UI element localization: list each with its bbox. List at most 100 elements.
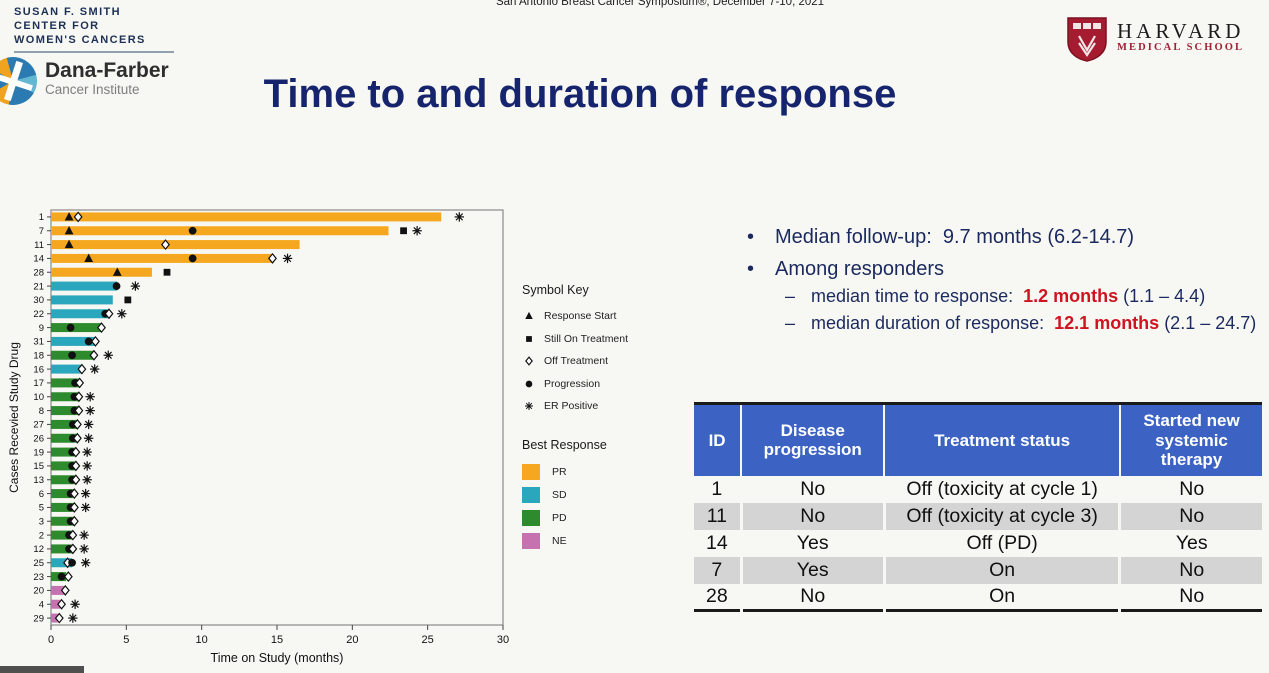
dana-farber-logo: Dana-Farber Cancer Institute <box>45 59 169 97</box>
x-tick-label: 15 <box>271 634 283 646</box>
er-positive-marker <box>89 364 100 374</box>
table-cell: On <box>882 556 1120 584</box>
still-on-treatment-marker <box>400 227 407 235</box>
er-icon <box>525 402 533 411</box>
er-positive-marker <box>68 613 78 623</box>
y-tick-label: 25 <box>33 558 44 569</box>
swimmer-bar-case-26 <box>51 433 77 443</box>
swimmer-bar-case-12 <box>51 544 73 554</box>
swimmer-bar-case-14 <box>51 253 274 263</box>
off-treatment-marker <box>268 252 277 264</box>
table-header-cell: Treatment status <box>883 403 1120 476</box>
off-treatment-marker <box>89 349 99 361</box>
still-on-treatment-marker <box>124 296 132 304</box>
y-tick-label: 29 <box>33 613 44 624</box>
off-treatment-marker <box>525 356 533 367</box>
swimmer-bar-case-22 <box>51 309 109 319</box>
table-cell: No <box>739 502 885 530</box>
off-treatment-marker <box>161 239 170 251</box>
y-tick-label: 14 <box>33 254 44 265</box>
table-header-cell: Disease progression <box>740 403 885 476</box>
er-positive-marker <box>85 392 95 402</box>
symbol-key-label: Off Treatment <box>544 355 608 368</box>
swimmer-bar-case-30 <box>51 295 113 305</box>
y-axis-label: Cases Recevied Study Drug <box>7 342 21 493</box>
off-treatment-marker <box>73 211 83 223</box>
swimmer-bar-case-27 <box>51 419 77 429</box>
table-cell: No <box>1118 556 1262 584</box>
table-cell: Off (PD) <box>882 529 1120 557</box>
off-treatment-marker <box>96 322 106 334</box>
swimmer-bar-case-31 <box>51 336 95 346</box>
response-start-marker <box>112 267 122 276</box>
swimmer-bar-case-16 <box>51 364 83 374</box>
swimmer-bar-case-25 <box>51 558 73 568</box>
summary-bullets: • Median follow-up: 9.7 months (6.2-14.7… <box>747 224 1269 337</box>
symposium-credit-line: San Antonio Breast Cancer Symposium®, De… <box>495 0 825 8</box>
slide-edge-artifact <box>0 666 84 673</box>
off-treatment-marker <box>75 377 85 389</box>
table-header-cell: Started new systemic therapy <box>1118 403 1262 476</box>
off-treatment-marker <box>57 598 67 610</box>
y-tick-label: 10 <box>33 392 44 403</box>
er-positive-marker <box>117 309 127 319</box>
er-positive-marker <box>85 405 95 416</box>
table-cell: Yes <box>739 556 885 584</box>
triangle-icon <box>525 312 533 320</box>
swimmer-bar-case-7 <box>51 226 389 236</box>
x-tick-label: 30 <box>497 634 509 646</box>
table-cell: Off (toxicity at cycle 1) <box>882 475 1120 503</box>
table-cell: Yes <box>1118 529 1262 557</box>
table-cell: No <box>1118 475 1262 503</box>
susan-smith-center-logo: SUSAN F. SMITH CENTER FOR WOMEN'S CANCER… <box>14 5 146 47</box>
best-response-label: NE <box>552 534 567 547</box>
er-positive-marker <box>103 350 113 360</box>
table-row-id-7: 7 Yes On No <box>694 556 1262 584</box>
y-tick-label: 7 <box>39 226 44 237</box>
off-treatment-marker <box>69 501 79 513</box>
swimmer-bar-case-19 <box>51 447 76 457</box>
table-cell: No <box>739 475 885 503</box>
y-tick-label: 23 <box>33 572 44 583</box>
dana-farber-name: Dana-Farber <box>45 59 169 82</box>
swimmer-bar-case-28 <box>51 267 152 277</box>
table-cell: 14 <box>705 531 728 554</box>
off-treatment-marker <box>71 474 81 486</box>
progression-marker <box>66 323 75 332</box>
best-response-label: PR <box>552 465 567 478</box>
response-start-marker <box>525 312 533 320</box>
er-positive-marker <box>80 502 91 513</box>
table-cell: 28 <box>705 584 728 607</box>
y-tick-label: 19 <box>33 447 44 458</box>
y-tick-label: 27 <box>33 420 44 431</box>
er-positive-marker <box>82 475 92 485</box>
swimmer-bar-case-11 <box>51 240 300 250</box>
dash-glyph: – <box>785 313 796 333</box>
y-tick-label: 3 <box>39 517 44 528</box>
er-positive-marker <box>82 461 92 471</box>
er-positive-marker <box>454 212 465 222</box>
off-treatment-marker <box>71 446 81 458</box>
y-tick-label: 16 <box>33 364 44 375</box>
table-row-id-14: 14 Yes Off (PD) Yes <box>694 529 1262 557</box>
off-treatment-marker <box>54 612 64 624</box>
off-treatment-marker <box>104 308 114 320</box>
responders-table: ID Disease progression Treatment status Sta… <box>694 402 1262 613</box>
er-positive-marker <box>70 599 80 609</box>
dana-farber-subtitle: Cancer Institute <box>45 82 140 97</box>
y-tick-label: 11 <box>34 240 44 251</box>
table-cell: Yes <box>739 529 885 557</box>
x-tick-label: 25 <box>422 634 434 646</box>
bullet-glyph: • <box>747 226 755 248</box>
swimmer-bar-case-2 <box>51 530 73 540</box>
y-tick-label: 5 <box>39 503 44 514</box>
table-row-id-28: 28 No On No <box>694 583 1262 611</box>
symbol-key-label: ER Positive <box>544 400 599 413</box>
off-treatment-marker <box>69 515 79 527</box>
sub-bullet-duration-of-response: – median duration of response: 12.1 mont… <box>785 310 1269 337</box>
response-start-marker <box>64 225 74 235</box>
symbol-key-legend: Symbol Key Response Start Still On Treatm… <box>522 283 628 418</box>
symbol-key-title: Symbol Key <box>522 283 589 297</box>
swimmer-bar-case-4 <box>51 599 61 609</box>
best-response-item-sd: SD <box>522 483 607 506</box>
